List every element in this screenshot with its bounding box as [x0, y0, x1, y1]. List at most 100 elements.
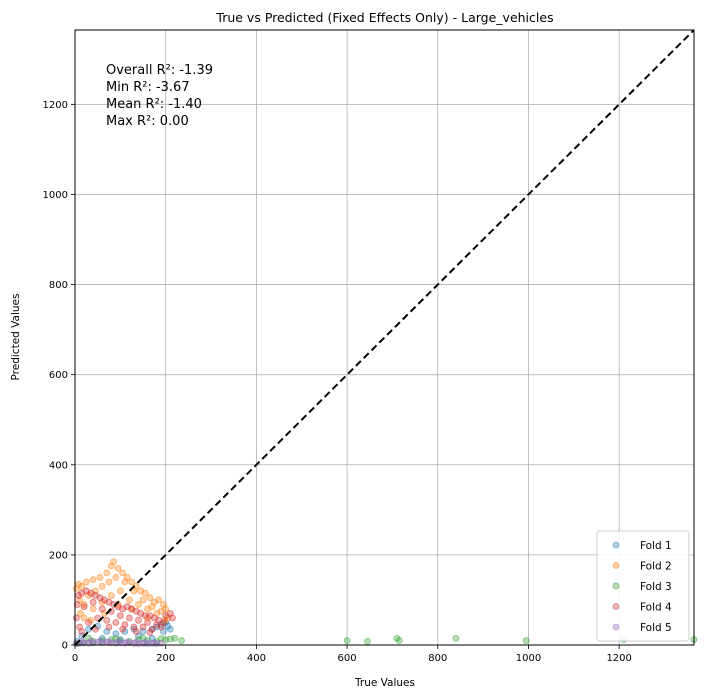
- data-point: [80, 614, 88, 622]
- data-point: [77, 610, 84, 617]
- x-tick-label: 400: [247, 653, 266, 664]
- data-point: [114, 637, 122, 645]
- data-point: [89, 576, 97, 584]
- data-point: [72, 614, 80, 622]
- y-axis-label: Predicted Values: [10, 294, 22, 381]
- data-point: [114, 565, 122, 572]
- stat-overall-r2: Overall R²: -1.39: [106, 63, 213, 78]
- data-point: [103, 616, 111, 624]
- data-point: [116, 587, 124, 595]
- data-point: [94, 614, 102, 622]
- data-point: [135, 601, 142, 608]
- data-point: [343, 637, 351, 644]
- y-tick-label: 800: [49, 280, 68, 291]
- identity-line: [74, 29, 695, 646]
- data-point: [110, 558, 117, 566]
- data-point: [96, 637, 104, 645]
- data-point: [112, 574, 120, 581]
- stat-min-r2: Min R²: -3.67: [106, 80, 190, 95]
- data-point: [107, 592, 115, 599]
- data-point: [89, 605, 97, 613]
- legend-marker: [612, 623, 620, 631]
- data-point: [96, 574, 104, 581]
- x-axis-ticks: 0 200 400 600 800 1000 1200: [72, 645, 632, 664]
- data-point: [157, 623, 165, 631]
- series-fold-4: [72, 587, 176, 636]
- x-tick-label: 800: [428, 653, 447, 664]
- y-tick-label: 200: [49, 550, 68, 561]
- data-point: [162, 605, 170, 613]
- stat-max-r2: Max R²: 0.00: [106, 114, 189, 129]
- data-point: [452, 634, 460, 642]
- legend-box: [596, 530, 690, 642]
- legend-label: Fold 2: [640, 561, 672, 573]
- data-point: [169, 614, 176, 622]
- y-axis-ticks: 0 200 400 600 800 1000 1200: [43, 100, 75, 652]
- data-point: [80, 603, 88, 611]
- data-point: [98, 583, 106, 590]
- chart-title: True vs Predicted (Fixed Effects Only) -…: [215, 10, 553, 25]
- data-point: [105, 638, 113, 646]
- x-axis-label: True Values: [354, 677, 415, 689]
- legend-marker: [612, 603, 620, 610]
- x-tick-label: 1000: [516, 653, 541, 664]
- data-point: [92, 625, 99, 633]
- data-point: [126, 596, 133, 604]
- data-point: [112, 630, 120, 638]
- data-point: [522, 637, 530, 644]
- data-point: [164, 622, 172, 630]
- legend-label: Fold 3: [640, 581, 672, 593]
- data-point: [121, 578, 129, 586]
- legend-marker: [612, 582, 620, 590]
- data-point: [135, 616, 142, 624]
- data-point: [87, 637, 95, 645]
- data-point: [130, 587, 138, 595]
- legend-marker: [612, 562, 620, 569]
- data-point: [103, 569, 111, 577]
- data-point: [144, 605, 151, 613]
- legend-label: Fold 1: [640, 540, 672, 552]
- data-point: [150, 639, 158, 647]
- data-point: [166, 635, 174, 643]
- data-point: [141, 638, 149, 646]
- y-tick-label: 0: [62, 641, 68, 652]
- data-point: [89, 598, 97, 606]
- data-point: [116, 612, 124, 620]
- data-point: [123, 638, 131, 646]
- data-point: [105, 578, 113, 586]
- data-point: [144, 619, 151, 626]
- data-points: [72, 558, 698, 648]
- data-point: [80, 601, 88, 608]
- data-point: [78, 583, 86, 590]
- data-point: [146, 594, 154, 602]
- data-point: [146, 628, 154, 636]
- y-tick-label: 1000: [43, 190, 68, 201]
- x-tick-label: 600: [338, 653, 357, 664]
- legend-label: Fold 5: [640, 622, 672, 634]
- data-point: [119, 569, 127, 577]
- data-point: [112, 619, 120, 626]
- data-point: [73, 601, 81, 608]
- x-tick-label: 0: [72, 653, 78, 664]
- data-point: [139, 596, 147, 604]
- data-point: [82, 578, 90, 586]
- y-tick-label: 1200: [43, 100, 68, 111]
- data-point: [139, 623, 147, 631]
- data-point: [126, 614, 133, 622]
- data-point: [98, 605, 106, 613]
- series-fold-5: [72, 637, 165, 648]
- x-tick-label: 200: [156, 653, 175, 664]
- x-tick-label: 1200: [606, 653, 631, 664]
- data-point: [128, 578, 136, 586]
- data-point: [395, 637, 403, 644]
- legend-marker: [612, 541, 620, 549]
- stat-mean-r2: Mean R²: -1.40: [106, 97, 202, 112]
- stats-annotation: Overall R²: -1.39 Min R²: -3.67 Mean R²:…: [106, 63, 213, 129]
- data-point: [364, 637, 371, 645]
- y-tick-label: 600: [49, 370, 68, 381]
- data-point: [132, 628, 140, 635]
- data-point: [178, 637, 185, 644]
- data-point: [78, 628, 86, 635]
